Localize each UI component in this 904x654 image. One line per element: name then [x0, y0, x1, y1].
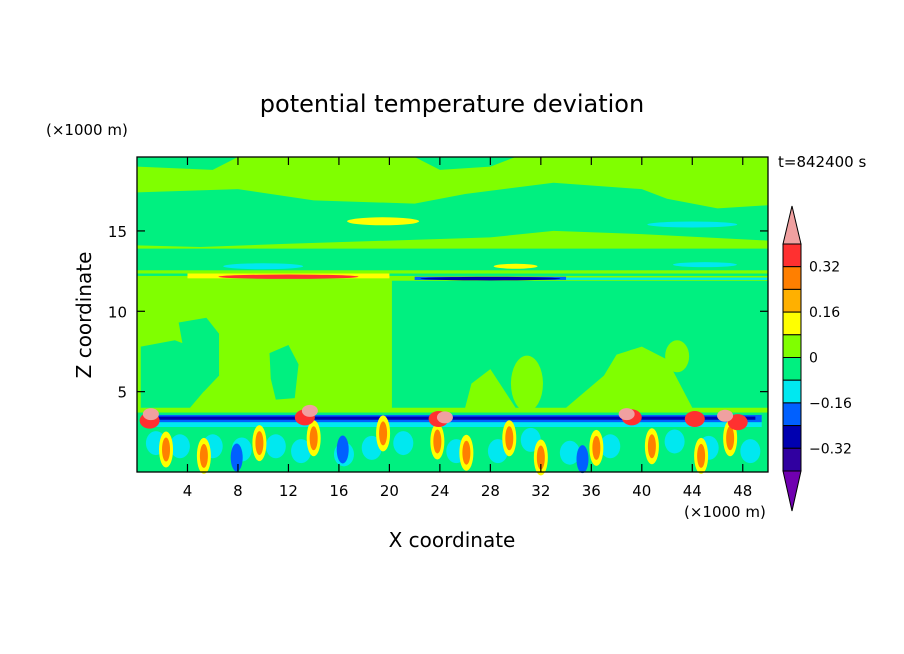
field-bl-orange-1 [199, 443, 208, 468]
colorbar-swatch-10 [782, 447, 802, 472]
x-tick-label: 32 [531, 482, 550, 500]
field-bl-orange-5 [433, 429, 442, 454]
colorbar-swatch-7 [782, 379, 802, 404]
field-cyan-streak-right [672, 262, 737, 268]
field-bl-blue-1 [336, 435, 349, 464]
colorbar: 0.32 0.16 0 −0.16 −0.32 [782, 205, 852, 512]
colorbar-swatch-2 [782, 266, 802, 290]
colorbar-swatch-5 [782, 334, 802, 358]
x-tick-label: 12 [279, 482, 298, 500]
field-tropopause-navy [420, 276, 561, 281]
x-tick-label: 44 [683, 482, 702, 500]
field-bl-cyan-5 [291, 439, 312, 464]
x-tick-label: 20 [380, 482, 399, 500]
contour-field [137, 157, 768, 476]
field-bl-orange-9 [592, 435, 601, 460]
colorbar-label: 0.16 [809, 305, 840, 321]
x-tick-label: 24 [430, 482, 449, 500]
field-bl-red-5 [727, 414, 748, 431]
x-unit-label: (×1000 m) [684, 503, 766, 521]
field-bl-orange-7 [505, 426, 514, 451]
field-tropopause-blue-r [566, 277, 768, 280]
field-bl-red-4 [684, 410, 705, 427]
y-axis-label: Z coordinate [72, 252, 96, 379]
colorbar-label: 0 [809, 351, 818, 367]
colorbar-swatch-6 [782, 357, 802, 381]
x-tick-label: 28 [481, 482, 500, 500]
field-tropopause-red [218, 274, 359, 279]
field-yellow-streak-high [347, 217, 420, 226]
colorbar-extend-low [782, 470, 802, 512]
colorbar-swatch-3 [782, 288, 802, 313]
x-tick-label: 16 [329, 482, 348, 500]
field-lime-bubble-2 [619, 348, 660, 377]
y-unit-label: (×1000 m) [46, 121, 128, 139]
x-tick-label: 8 [233, 482, 243, 500]
field-bl-cyan-8 [393, 431, 414, 456]
field-bl-orange-3 [309, 426, 318, 451]
plot-area [136, 156, 769, 476]
field-lime-tropopause-line [137, 270, 768, 274]
field-bl-cyan-1 [169, 434, 190, 459]
y-axis: 5 10 15 [108, 223, 768, 402]
time-label: t=842400 s [778, 153, 866, 171]
field-bl-cyan-14 [664, 429, 685, 454]
field-bl-pink-2 [436, 411, 453, 424]
field-cyan-streak-mid [223, 263, 304, 270]
colorbar-extend-high [782, 205, 802, 245]
x-tick-label: 36 [582, 482, 601, 500]
colorbar-label: 0.32 [809, 260, 840, 276]
field-yellow-streak-mid [493, 263, 538, 269]
y-tick-label: 5 [117, 384, 127, 402]
colorbar-label: −0.32 [809, 441, 852, 457]
field-green-upper [137, 182, 768, 247]
field-bl-cyan-7 [361, 435, 382, 460]
x-tick-label: 4 [183, 482, 193, 500]
chart-title: potential temperature deviation [260, 90, 644, 118]
field-green-lobe [178, 317, 220, 392]
field-green-right-lobe [660, 282, 724, 389]
colorbar-swatch-9 [782, 425, 802, 449]
field-bl-orange-11 [697, 443, 706, 468]
colorbar-label: −0.16 [809, 396, 852, 412]
field-bl-pink-4 [717, 409, 734, 422]
colorbar-swatch-4 [782, 311, 802, 336]
field-bl-orange-8 [536, 445, 545, 470]
field-bl-orange-0 [162, 437, 171, 462]
plot-frame [136, 156, 769, 473]
field-bl-orange-6 [462, 440, 471, 465]
y-tick-label: 10 [108, 303, 127, 321]
field-bl-pink-1 [301, 404, 318, 417]
y-tick-label: 15 [108, 223, 127, 241]
field-bl-orange-4 [379, 421, 388, 446]
x-tick-label: 48 [733, 482, 752, 500]
field-bl-cyan-16 [740, 439, 761, 464]
field-bl-blue-2 [576, 445, 589, 474]
field-bl-cyan-4 [265, 434, 286, 459]
field-bl-orange-10 [647, 434, 656, 459]
field-bl-blue-0 [230, 443, 243, 472]
colorbar-swatch-8 [782, 402, 802, 427]
x-tick-label: 40 [632, 482, 651, 500]
field-bl-orange-2 [255, 431, 264, 456]
field-cyan-streak-high [647, 221, 738, 228]
field-bl-cyan-13 [600, 434, 621, 459]
field-lime-bubble-3 [665, 340, 690, 373]
field-bl-pink-3 [618, 408, 635, 421]
field-bl-pink-0 [142, 408, 159, 421]
colorbar-swatch-1 [782, 243, 802, 268]
field-bl-cyan-12 [559, 440, 580, 465]
field-green-column [269, 345, 299, 400]
field-bl-orange-12 [726, 426, 735, 451]
field-lime-bubble [510, 355, 543, 412]
x-axis: 4 8 12 16 20 24 28 32 36 40 44 48 [183, 157, 752, 500]
x-axis-label: X coordinate [389, 528, 516, 552]
